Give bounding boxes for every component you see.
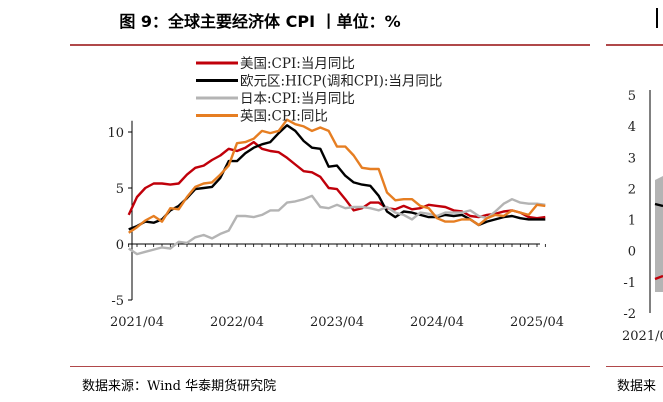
right-panel-y-tick-label: -2: [623, 307, 636, 322]
x-tick-label: 2025/04: [510, 315, 564, 330]
legend-label-2: 日本:CPI:当月同比: [240, 91, 355, 107]
legend-label-3: 英国:CPI:同比: [240, 108, 328, 125]
chart-legend: 美国:CPI:当月同比欧元区:HICP(调和CPI):当月同比日本:CPI:当月…: [196, 56, 442, 125]
source-divider: [70, 366, 590, 367]
right-panel-y-tick-label: 0: [628, 245, 636, 260]
y-tick-label: -5: [111, 294, 124, 309]
series-line-3: [128, 118, 546, 234]
right-panel-y-tick-label: -1: [623, 276, 636, 291]
x-tick-label: 2022/04: [210, 315, 264, 330]
right-panel-line-fragment: [654, 202, 663, 208]
data-source: 数据来源：Wind 华泰期货研究院: [82, 379, 277, 394]
right-panel-y-tick-label: 4: [628, 120, 636, 135]
series-line-0: [127, 140, 546, 220]
title-divider: [70, 44, 590, 46]
right-panel-y-tick-label: 5: [628, 89, 636, 104]
right-panel-source-fragment: 数据来: [617, 379, 657, 394]
x-tick-label: 2021/04: [110, 315, 164, 330]
series-line-2: [128, 194, 546, 256]
series-line-1: [128, 124, 546, 231]
right-panel-source-divider: [606, 366, 663, 367]
right-panel-y-tick-label: 2: [628, 182, 636, 197]
right-panel-title-fragment: [656, 8, 663, 28]
y-tick-label: 10: [107, 126, 124, 141]
y-tick-label: 0: [116, 238, 124, 253]
x-tick-label: 2024/04: [410, 315, 464, 330]
x-tick-label: 2023/04: [310, 315, 364, 330]
right-panel-title-divider: [606, 44, 663, 46]
chart-title: 图 9：全球主要经济体 CPI 丨单位：%: [119, 12, 401, 31]
right-panel-area-fragment: [655, 176, 663, 292]
legend-label-0: 美国:CPI:当月同比: [240, 56, 355, 72]
chart-series-lines: [127, 118, 546, 256]
right-panel-red-fragment: [654, 274, 663, 281]
right-panel-x-tick-label: 2021/0: [622, 329, 663, 344]
right-panel-y-tick-label: 1: [628, 214, 636, 229]
legend-label-1: 欧元区:HICP(调和CPI):当月同比: [240, 74, 442, 90]
y-tick-label: 5: [116, 182, 124, 197]
right-panel-y-tick-label: 3: [628, 151, 636, 166]
